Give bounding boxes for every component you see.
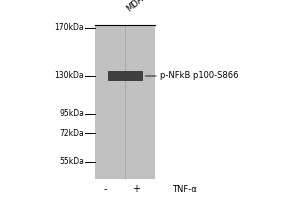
Text: 95kDa: 95kDa (59, 110, 84, 118)
Text: MDA-MB435: MDA-MB435 (125, 0, 170, 14)
Text: 170kDa: 170kDa (54, 23, 84, 32)
Text: -: - (103, 184, 107, 194)
Text: 130kDa: 130kDa (54, 72, 84, 80)
Text: p-NFkB p100-S866: p-NFkB p100-S866 (160, 72, 239, 80)
Text: 72kDa: 72kDa (59, 129, 84, 138)
Text: 55kDa: 55kDa (59, 158, 84, 166)
Bar (108, 71, 142, 81)
Text: TNF-α: TNF-α (172, 184, 197, 194)
Text: +: + (133, 184, 140, 194)
Bar (94, 25, 154, 179)
